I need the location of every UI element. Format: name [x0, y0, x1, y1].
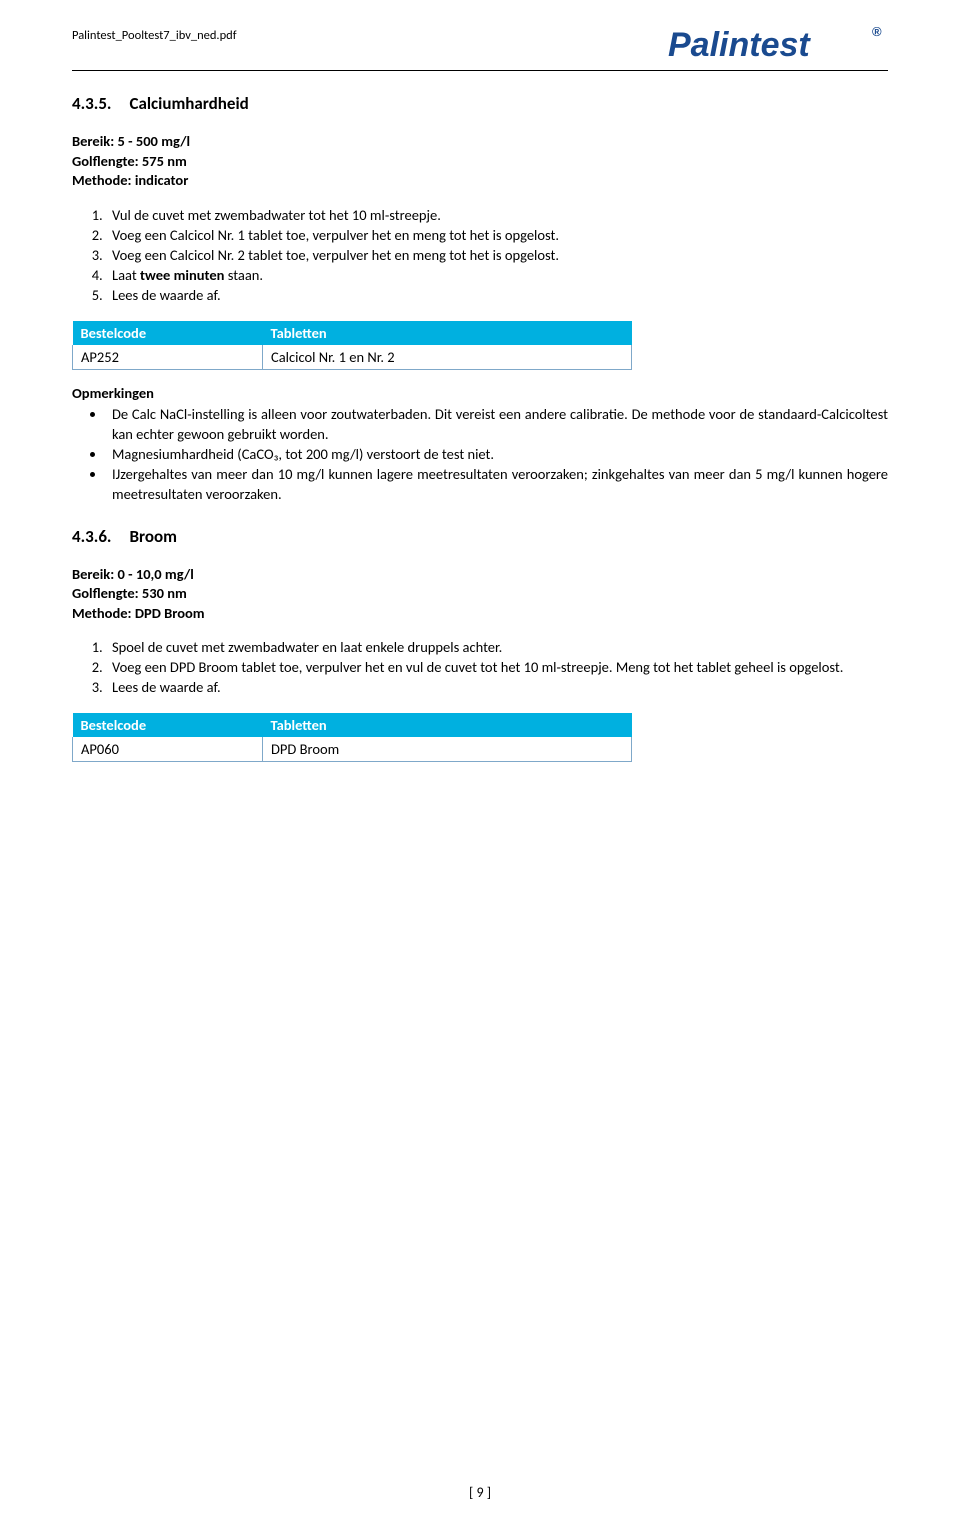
th-tabletten: Tabletten: [263, 321, 632, 345]
td-tablet: DPD Broom: [263, 737, 632, 762]
section-number: 4.3.5.: [72, 93, 111, 114]
th-bestelcode: Bestelcode: [73, 321, 263, 345]
td-tablet: Calcicol Nr. 1 en Nr. 2: [263, 345, 632, 370]
section-number: 4.3.6.: [72, 526, 111, 547]
th-tabletten: Tabletten: [263, 713, 632, 737]
param-golflengte: Golflengte: 575 nm: [72, 152, 888, 172]
param-bereik: Bereik: 0 - 10,0 mg/l: [72, 565, 888, 585]
svg-text:®: ®: [872, 24, 882, 39]
td-code: AP252: [73, 345, 263, 370]
page-number: [ 9 ]: [469, 1484, 491, 1501]
step-item: Lees de waarde af.: [106, 285, 888, 305]
step-item: Voeg een Calcicol Nr. 2 tablet toe, verp…: [106, 245, 888, 265]
param-methode: Methode: DPD Broom: [72, 604, 888, 624]
section-title: Broom: [129, 526, 176, 547]
table-row: AP252 Calcicol Nr. 1 en Nr. 2: [73, 345, 632, 370]
section-heading-broom: 4.3.6. Broom: [72, 526, 888, 547]
th-bestelcode: Bestelcode: [73, 713, 263, 737]
svg-text:Palintest: Palintest: [668, 26, 811, 64]
section-heading-calcium: 4.3.5. Calciumhardheid: [72, 93, 888, 114]
param-golflengte: Golflengte: 530 nm: [72, 584, 888, 604]
param-methode: Methode: indicator: [72, 171, 888, 191]
page-header: Palintest_Pooltest7_ibv_ned.pdf Palintes…: [72, 22, 888, 66]
step-item: Voeg een DPD Broom tablet toe, verpulver…: [106, 657, 888, 677]
table-calcium: Bestelcode Tabletten AP252 Calcicol Nr. …: [72, 321, 632, 370]
steps-calcium: Vul de cuvet met zwembadwater tot het 10…: [72, 205, 888, 305]
opm-item: De Calc NaCl-instelling is alleen voor z…: [106, 404, 888, 444]
params-calcium: Bereik: 5 - 500 mg/l Golflengte: 575 nm …: [72, 132, 888, 191]
page-footer: [ 9 ]: [0, 1484, 960, 1501]
step-item: Lees de waarde af.: [106, 677, 888, 697]
opm-item: Magnesiumhardheid (CaCO₃, tot 200 mg/l) …: [106, 444, 888, 464]
section-title: Calciumhardheid: [129, 93, 248, 114]
opm-list-calcium: De Calc NaCl-instelling is alleen voor z…: [72, 404, 888, 504]
header-rule: [72, 70, 888, 71]
params-broom: Bereik: 0 - 10,0 mg/l Golflengte: 530 nm…: [72, 565, 888, 624]
step-item: Voeg een Calcicol Nr. 1 tablet toe, verp…: [106, 225, 888, 245]
table-row: AP060 DPD Broom: [73, 737, 632, 762]
logo: Palintest ®: [668, 22, 888, 66]
step-item: Spoel de cuvet met zwembadwater en laat …: [106, 637, 888, 657]
td-code: AP060: [73, 737, 263, 762]
step-item: Vul de cuvet met zwembadwater tot het 10…: [106, 205, 888, 225]
step-item: Laat twee minuten staan.: [106, 265, 888, 285]
header-filename: Palintest_Pooltest7_ibv_ned.pdf: [72, 22, 237, 43]
steps-broom: Spoel de cuvet met zwembadwater en laat …: [72, 637, 888, 697]
opm-title: Opmerkingen: [72, 384, 888, 402]
opm-item: IJzergehaltes van meer dan 10 mg/l kunne…: [106, 464, 888, 504]
table-broom: Bestelcode Tabletten AP060 DPD Broom: [72, 713, 632, 762]
param-bereik: Bereik: 5 - 500 mg/l: [72, 132, 888, 152]
